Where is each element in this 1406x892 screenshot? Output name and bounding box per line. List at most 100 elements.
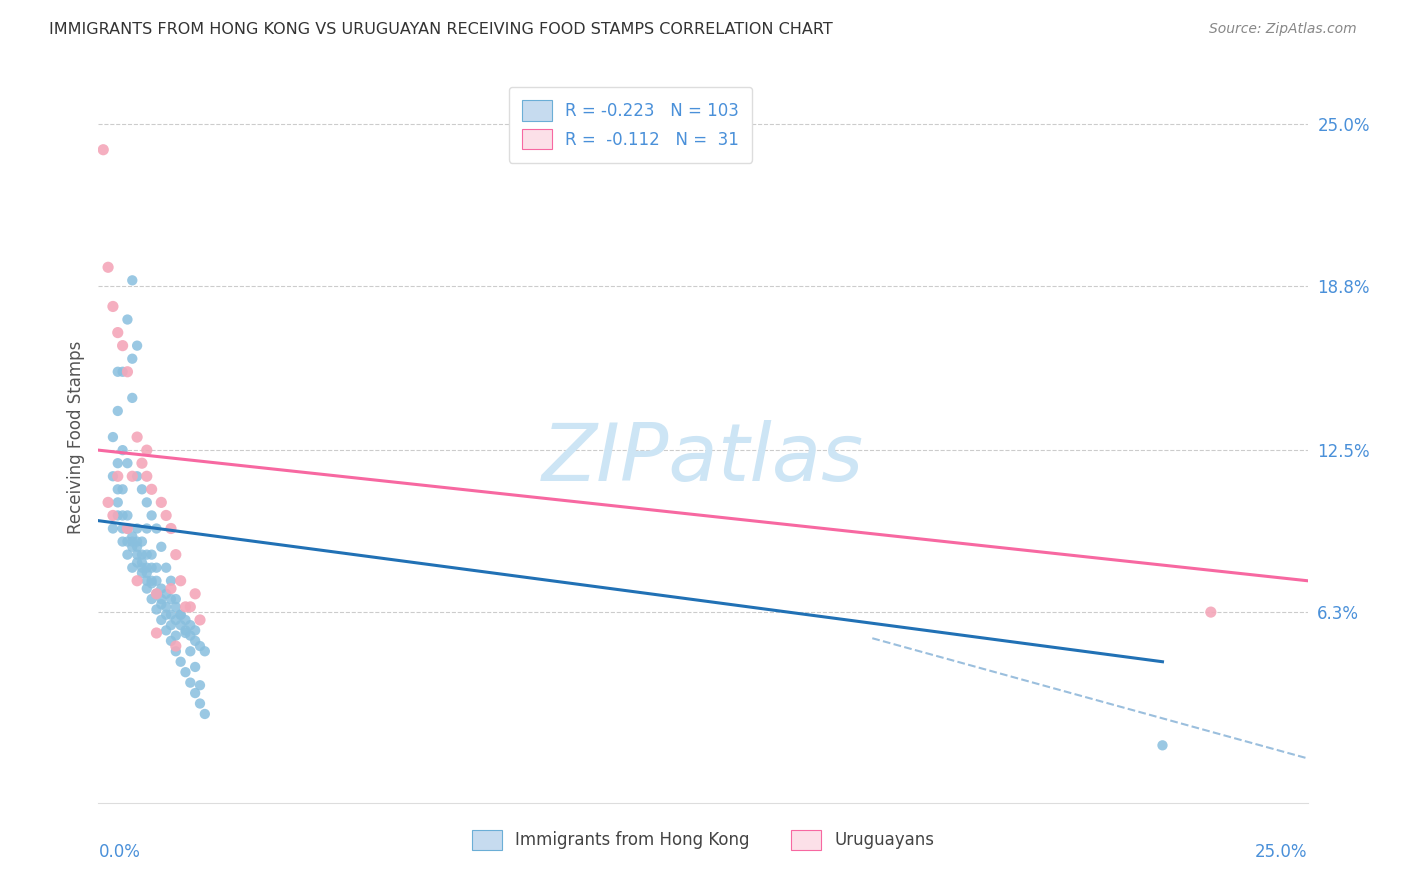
- Point: [165, 592, 187, 607]
- Point: [127, 574, 149, 588]
- Text: IMMIGRANTS FROM HONG KONG VS URUGUAYAN RECEIVING FOOD STAMPS CORRELATION CHART: IMMIGRANTS FROM HONG KONG VS URUGUAYAN R…: [49, 22, 832, 37]
- Point: [188, 697, 211, 711]
- Point: [179, 644, 201, 658]
- Point: [160, 633, 183, 648]
- Point: [174, 624, 197, 638]
- Point: [127, 339, 149, 353]
- Point: [145, 574, 167, 588]
- Point: [121, 529, 143, 543]
- Point: [160, 582, 183, 596]
- Point: [145, 560, 167, 574]
- Text: ZIPatlas: ZIPatlas: [541, 420, 865, 498]
- Point: [179, 675, 201, 690]
- Point: [121, 534, 143, 549]
- Point: [179, 618, 201, 632]
- Text: Source: ZipAtlas.com: Source: ZipAtlas.com: [1209, 22, 1357, 37]
- Point: [155, 607, 177, 622]
- Point: [91, 143, 114, 157]
- Point: [131, 483, 153, 497]
- Point: [107, 508, 129, 523]
- Point: [131, 534, 153, 549]
- Point: [184, 624, 207, 638]
- Point: [1199, 605, 1222, 619]
- Point: [117, 521, 139, 535]
- Point: [145, 587, 167, 601]
- Point: [160, 607, 183, 622]
- Point: [127, 548, 149, 562]
- Point: [107, 456, 129, 470]
- Point: [165, 644, 187, 658]
- Point: [174, 599, 197, 614]
- Point: [145, 587, 167, 601]
- Point: [165, 548, 187, 562]
- Point: [101, 300, 124, 314]
- Point: [117, 365, 139, 379]
- Point: [121, 540, 143, 554]
- Point: [101, 508, 124, 523]
- Point: [155, 624, 177, 638]
- Point: [141, 592, 163, 607]
- Point: [194, 644, 217, 658]
- Point: [194, 706, 217, 721]
- Point: [127, 430, 149, 444]
- Point: [150, 495, 173, 509]
- Point: [160, 592, 183, 607]
- Point: [135, 443, 157, 458]
- Point: [131, 566, 153, 580]
- Point: [150, 613, 173, 627]
- Point: [117, 548, 139, 562]
- Point: [179, 629, 201, 643]
- Point: [169, 618, 191, 632]
- Point: [169, 655, 191, 669]
- Point: [111, 483, 134, 497]
- Point: [150, 592, 173, 607]
- Point: [131, 560, 153, 574]
- Point: [150, 597, 173, 611]
- Point: [141, 548, 163, 562]
- Point: [131, 548, 153, 562]
- Point: [117, 456, 139, 470]
- Point: [127, 540, 149, 554]
- Point: [141, 574, 163, 588]
- Point: [117, 312, 139, 326]
- Point: [160, 521, 183, 535]
- Point: [1152, 739, 1174, 753]
- Point: [111, 443, 134, 458]
- Point: [150, 582, 173, 596]
- Point: [165, 613, 187, 627]
- Point: [135, 560, 157, 574]
- Point: [97, 260, 120, 275]
- Point: [111, 508, 134, 523]
- Point: [121, 273, 143, 287]
- Point: [111, 365, 134, 379]
- Point: [121, 391, 143, 405]
- Point: [141, 483, 163, 497]
- Point: [135, 574, 157, 588]
- Point: [111, 521, 134, 535]
- Point: [101, 469, 124, 483]
- Point: [179, 599, 201, 614]
- Point: [107, 365, 129, 379]
- Point: [135, 548, 157, 562]
- Point: [141, 508, 163, 523]
- Point: [155, 508, 177, 523]
- Point: [107, 495, 129, 509]
- Point: [169, 607, 191, 622]
- Point: [121, 560, 143, 574]
- Point: [184, 587, 207, 601]
- Point: [188, 678, 211, 692]
- Point: [121, 469, 143, 483]
- Point: [127, 556, 149, 570]
- Point: [188, 613, 211, 627]
- Point: [117, 521, 139, 535]
- Point: [107, 326, 129, 340]
- Point: [150, 540, 173, 554]
- Point: [184, 686, 207, 700]
- Point: [107, 483, 129, 497]
- Point: [169, 574, 191, 588]
- Point: [174, 613, 197, 627]
- Point: [169, 607, 191, 622]
- Point: [165, 629, 187, 643]
- Text: 0.0%: 0.0%: [98, 843, 141, 861]
- Point: [184, 633, 207, 648]
